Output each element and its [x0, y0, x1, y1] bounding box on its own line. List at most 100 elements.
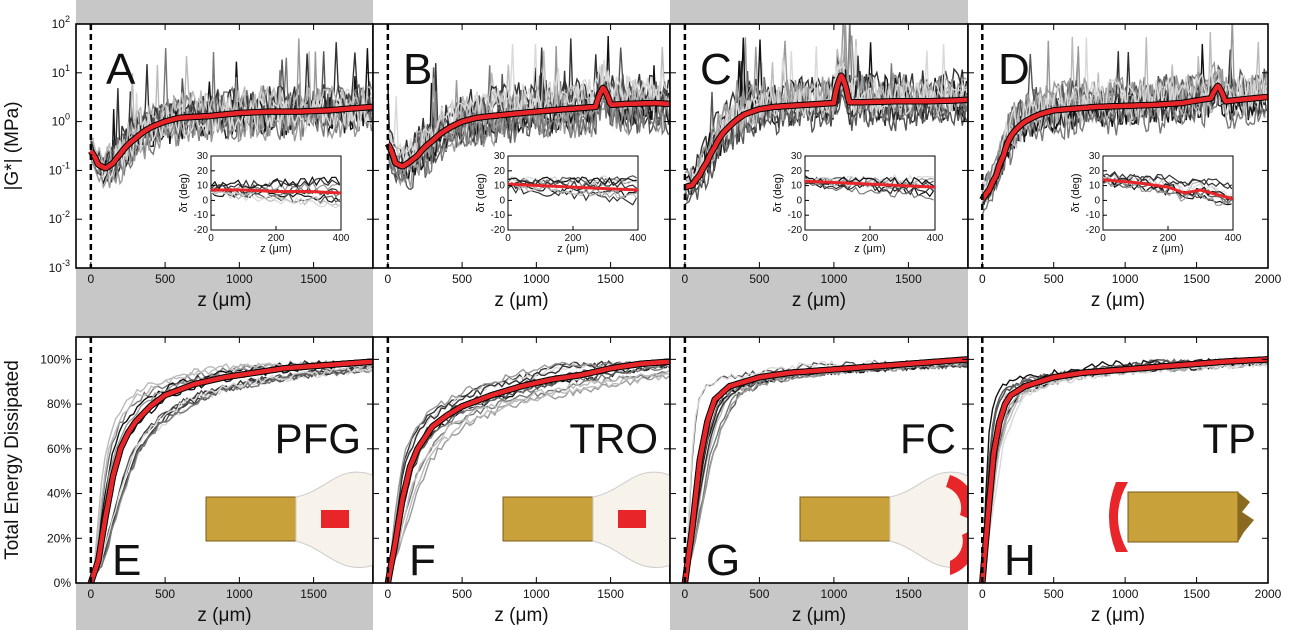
- specimen-trace: [684, 44, 967, 189]
- x-tick-label: 0: [88, 272, 95, 286]
- inset-x-tick-label: 200: [1160, 233, 1177, 244]
- x-tick-label: 500: [452, 587, 472, 601]
- inset-x-tick-label: 200: [565, 233, 582, 244]
- inset-y-tick-label: -10: [1086, 210, 1101, 221]
- inset-plot: -20 -10 0 10 20 30 0 200 400 z (μm) δτ (deg): [178, 151, 350, 255]
- inset-y-tick-label: 0: [1094, 195, 1100, 206]
- y-tick-label: 10-1: [49, 160, 70, 177]
- x-tick-label: 0: [385, 587, 392, 601]
- inset-trace: [1103, 171, 1233, 190]
- inset-x-axis-label: z (μm): [260, 243, 291, 255]
- inset-y-tick-label: -20: [1086, 225, 1101, 236]
- specimen-trace: [981, 91, 1267, 216]
- x-axis-label: z (μm): [1091, 605, 1145, 626]
- panel-C: 0 500 1000 1500 z (μm) C -20 -10 0 10 20 30 0 200 400 z…: [669, 23, 969, 311]
- inset-y-tick-label: 10: [197, 181, 209, 192]
- x-tick-label: 2000: [1255, 272, 1282, 286]
- inset-y-tick-label: -20: [491, 225, 506, 236]
- x-axis-label: z (μm): [494, 605, 548, 626]
- x-tick-label: 500: [452, 272, 472, 286]
- x-tick-label: 1000: [821, 272, 848, 286]
- inset-y-tick-label: 0: [202, 195, 208, 206]
- specimen-trace: [90, 51, 373, 184]
- specimen-trace: [684, 77, 968, 205]
- region-label: TP: [1202, 415, 1256, 462]
- specimen-trace: [387, 369, 670, 582]
- specimen-trace: [684, 63, 968, 199]
- inset-y-tick-label: 10: [494, 181, 506, 192]
- x-tick-label: 0: [682, 272, 689, 286]
- inset-y-tick-label: 20: [197, 166, 209, 177]
- inset-y-tick-label: 20: [494, 166, 506, 177]
- panel-letter: B: [403, 45, 432, 94]
- panel-letter: E: [112, 536, 141, 585]
- y-tick-label: 20%: [47, 531, 71, 545]
- inset-y-tick-label: 10: [1089, 181, 1101, 192]
- inset-y-tick-label: 0: [499, 195, 505, 206]
- x-tick-label: 500: [749, 272, 769, 286]
- plot-traces: [384, 358, 670, 583]
- x-tick-label: 1000: [523, 587, 550, 601]
- inset-trace: [211, 177, 341, 191]
- inset-frame: [804, 155, 936, 231]
- y-tick-label: 60%: [47, 442, 71, 456]
- plot-traces: [979, 24, 1268, 216]
- inset-y-tick-label: 30: [791, 151, 803, 162]
- specimen-trace: [981, 361, 1268, 583]
- inset-trace: [805, 175, 934, 187]
- mean-curve: [385, 359, 670, 583]
- inset-x-axis-label: z (μm): [557, 243, 588, 255]
- panel-letter: C: [700, 45, 732, 94]
- inset-x-tick-label: 400: [1225, 233, 1242, 244]
- bone-icon: [502, 471, 687, 568]
- x-tick-label: 1000: [523, 272, 550, 286]
- inset-traces: [1103, 170, 1233, 207]
- mean-curve: [88, 359, 373, 583]
- inset-x-tick-label: 0: [1100, 233, 1106, 244]
- region-label: PFG: [275, 415, 361, 462]
- plot-frame: [967, 23, 1269, 269]
- inset-x-tick-label: 400: [333, 233, 350, 244]
- x-tick-label: 1500: [895, 587, 922, 601]
- inset-plot: -20 -10 0 10 20 30 0 200 400 z (μm) δτ (deg): [475, 151, 647, 255]
- inset-trace: [211, 175, 341, 191]
- x-tick-label: 0: [385, 272, 392, 286]
- bone-shaft: [205, 496, 307, 542]
- inset-y-axis-label: δτ (deg): [1070, 173, 1082, 212]
- x-tick-label: 500: [1044, 587, 1064, 601]
- specimen-trace: [387, 369, 670, 583]
- panel-letter: A: [106, 45, 136, 94]
- inset-y-tick-label: 0: [796, 195, 802, 206]
- y-tick-label: 100%: [40, 352, 71, 366]
- plot-frame: [967, 336, 1269, 584]
- inset-mean-curve: [508, 182, 638, 192]
- specimen-trace: [387, 374, 670, 583]
- panel-F: 0 500 1000 1500 z (μm) F TRO: [372, 336, 687, 626]
- x-tick-label: 0: [682, 587, 689, 601]
- specimen-trace: [90, 367, 373, 581]
- top-y-axis-label: |G*| (MPa): [2, 101, 23, 190]
- inset-y-axis-label: δτ (deg): [772, 173, 784, 212]
- bone-end: [1238, 492, 1254, 542]
- panel-letter: H: [1004, 536, 1036, 585]
- inset-traces: [805, 174, 935, 201]
- panel-G: 0 500 1000 1500 z (μm) G FC: [669, 336, 984, 626]
- mean-curve: [980, 357, 1268, 583]
- inset-y-axis-label: δτ (deg): [475, 173, 487, 212]
- region-label: TRO: [569, 415, 658, 462]
- bottom-y-axis-label: Total Energy Dissipated: [2, 360, 23, 560]
- x-tick-label: 1500: [597, 272, 624, 286]
- panel-D: 0 500 1000 1500 2000 z (μm) D -20 -10 0 10 20 30 0 200…: [967, 23, 1282, 311]
- inset-trace: [805, 174, 934, 185]
- x-tick-label: 1500: [895, 272, 922, 286]
- inset-x-tick-label: 200: [862, 233, 879, 244]
- inset-y-tick-label: 20: [791, 166, 803, 177]
- x-tick-label: 1500: [300, 272, 327, 286]
- inset-y-tick-label: 20: [1089, 166, 1101, 177]
- mean-curve: [683, 73, 968, 190]
- specimen-trace: [387, 372, 670, 582]
- mean-curve: [980, 83, 1268, 201]
- inset-y-tick-label: -20: [788, 225, 803, 236]
